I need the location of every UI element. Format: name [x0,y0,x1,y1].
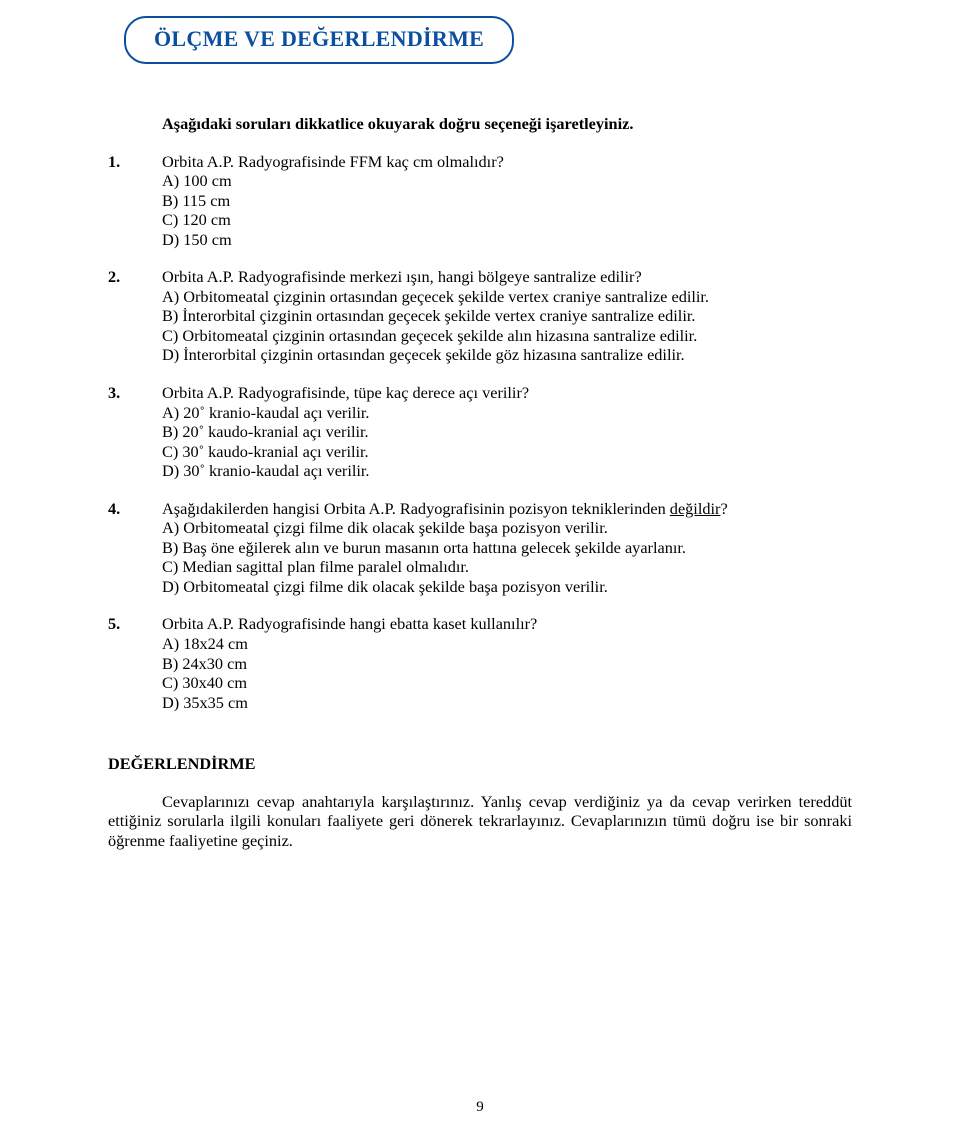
options: A) 20˚ kranio-kaudal açı verilir. B) 20˚… [162,403,852,481]
stem-post: ? [720,499,727,518]
page: ÖLÇME VE DEĞERLENDİRME Aşağıdaki sorular… [0,0,960,1134]
question-stem: Orbita A.P. Radyografisinde merkezi ışın… [162,267,852,287]
page-number: 9 [0,1099,960,1116]
option-c: C) Orbitomeatal çizginin ortasından geçe… [162,326,852,346]
question-5: 5. Orbita A.P. Radyografisinde hangi eba… [108,614,852,712]
question-row: 1. Orbita A.P. Radyografisinde FFM kaç c… [108,152,852,172]
option-c: C) 120 cm [162,210,852,230]
option-a: A) 20˚ kranio-kaudal açı verilir. [162,403,852,423]
option-b: B) 115 cm [162,191,852,211]
option-b: B) Baş öne eğilerek alın ve burun masanı… [162,538,852,558]
question-stem: Orbita A.P. Radyografisinde hangi ebatta… [162,614,852,634]
options: A) 18x24 cm B) 24x30 cm C) 30x40 cm D) 3… [162,634,852,712]
options: A) 100 cm B) 115 cm C) 120 cm D) 150 cm [162,171,852,249]
question-stem: Aşağıdakilerden hangisi Orbita A.P. Rady… [162,499,852,519]
options: A) Orbitomeatal çizgi filme dik olacak ş… [162,518,852,596]
page-title: ÖLÇME VE DEĞERLENDİRME [154,26,484,51]
evaluation-text: Cevaplarınızı cevap anahtarıyla karşılaş… [108,792,852,850]
option-a: A) Orbitomeatal çizginin ortasından geçe… [162,287,852,307]
stem-underlined: değildir [670,499,721,518]
question-number: 1. [108,152,162,172]
option-b: B) 20˚ kaudo-kranial açı verilir. [162,422,852,442]
option-d: D) 150 cm [162,230,852,250]
question-row: 5. Orbita A.P. Radyografisinde hangi eba… [108,614,852,634]
question-row: 3. Orbita A.P. Radyografisinde, tüpe kaç… [108,383,852,403]
question-2: 2. Orbita A.P. Radyografisinde merkezi ı… [108,267,852,365]
option-c: C) Median sagittal plan filme paralel ol… [162,557,852,577]
option-a: A) 18x24 cm [162,634,852,654]
stem-pre: Aşağıdakilerden hangisi Orbita A.P. Rady… [162,499,670,518]
intro-text: Aşağıdaki soruları dikkatlice okuyarak d… [162,114,852,134]
question-stem: Orbita A.P. Radyografisinde, tüpe kaç de… [162,383,852,403]
evaluation-paragraph: Cevaplarınızı cevap anahtarıyla karşılaş… [108,792,852,851]
question-number: 3. [108,383,162,403]
question-number: 4. [108,499,162,519]
option-a: A) 100 cm [162,171,852,191]
question-3: 3. Orbita A.P. Radyografisinde, tüpe kaç… [108,383,852,481]
question-row: 2. Orbita A.P. Radyografisinde merkezi ı… [108,267,852,287]
option-c: C) 30x40 cm [162,673,852,693]
intro-bold: Aşağıdaki soruları dikkatlice okuyarak d… [162,114,633,133]
question-stem: Orbita A.P. Radyografisinde FFM kaç cm o… [162,152,852,172]
evaluation-heading: DEĞERLENDİRME [108,754,852,774]
question-number: 5. [108,614,162,634]
options: A) Orbitomeatal çizginin ortasından geçe… [162,287,852,365]
question-number: 2. [108,267,162,287]
option-d: D) İnterorbital çizginin ortasından geçe… [162,345,852,365]
option-b: B) İnterorbital çizginin ortasından geçe… [162,306,852,326]
option-d: D) 35x35 cm [162,693,852,713]
option-b: B) 24x30 cm [162,654,852,674]
body: Aşağıdaki soruları dikkatlice okuyarak d… [108,114,852,850]
option-d: D) 30˚ kranio-kaudal açı verilir. [162,461,852,481]
question-1: 1. Orbita A.P. Radyografisinde FFM kaç c… [108,152,852,250]
option-c: C) 30˚ kaudo-kranial açı verilir. [162,442,852,462]
question-row: 4. Aşağıdakilerden hangisi Orbita A.P. R… [108,499,852,519]
option-d: D) Orbitomeatal çizgi filme dik olacak ş… [162,577,852,597]
option-a: A) Orbitomeatal çizgi filme dik olacak ş… [162,518,852,538]
title-frame: ÖLÇME VE DEĞERLENDİRME [124,16,514,64]
question-4: 4. Aşağıdakilerden hangisi Orbita A.P. R… [108,499,852,597]
